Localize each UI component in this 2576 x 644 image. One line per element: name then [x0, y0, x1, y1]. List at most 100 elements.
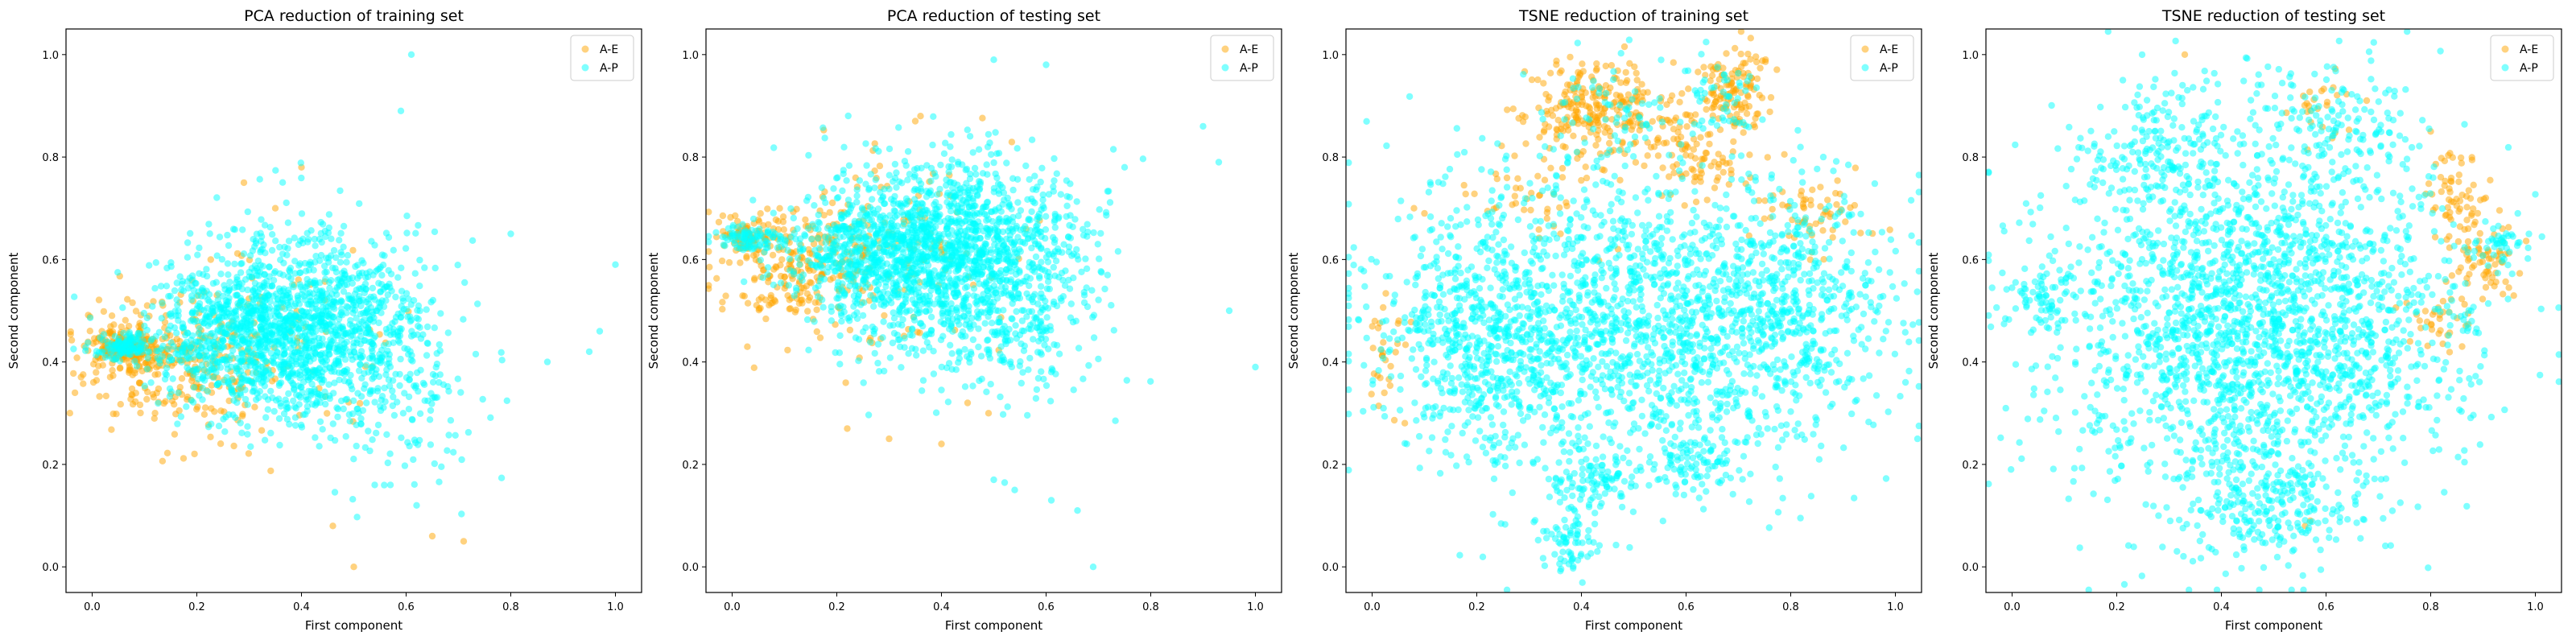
- data-point: [962, 321, 969, 328]
- data-point: [185, 366, 192, 374]
- data-point: [365, 330, 373, 337]
- data-point: [860, 328, 867, 336]
- data-point: [914, 200, 922, 208]
- data-point: [409, 357, 416, 365]
- data-point: [377, 288, 384, 295]
- data-point: [995, 204, 1003, 212]
- data-point: [881, 312, 888, 320]
- data-point: [327, 252, 335, 259]
- data-point: [948, 156, 956, 163]
- data-point: [497, 349, 505, 356]
- data-point: [926, 231, 933, 238]
- data-point: [923, 162, 931, 169]
- data-point: [827, 276, 834, 283]
- data-point: [850, 275, 857, 283]
- data-point: [894, 332, 902, 339]
- data-point: [140, 309, 148, 317]
- x-tick-label: 0.0: [84, 601, 101, 613]
- data-point: [943, 225, 951, 232]
- data-point: [436, 347, 444, 354]
- data-point: [743, 229, 750, 236]
- data-point: [327, 365, 334, 372]
- data-point: [261, 270, 268, 279]
- data-point: [413, 314, 420, 322]
- data-point: [879, 334, 886, 341]
- data-point: [157, 283, 165, 290]
- data-point: [993, 258, 1001, 265]
- data-point: [228, 352, 235, 359]
- data-point: [1063, 202, 1071, 209]
- data-point: [867, 291, 874, 299]
- data-point: [389, 377, 397, 384]
- data-point: [906, 241, 913, 249]
- data-point: [222, 357, 229, 365]
- data-point: [359, 296, 367, 304]
- data-point: [1085, 361, 1092, 369]
- data-point: [316, 235, 324, 243]
- data-point: [756, 242, 763, 249]
- data-point: [200, 365, 208, 374]
- y-tick-label: 0.6: [42, 254, 59, 266]
- data-point: [1043, 314, 1051, 321]
- data-point: [832, 349, 839, 357]
- data-point: [353, 514, 361, 521]
- data-point: [146, 262, 153, 269]
- data-point: [926, 278, 933, 285]
- data-point: [318, 299, 326, 306]
- data-point: [1108, 302, 1115, 309]
- data-point: [369, 375, 376, 382]
- data-point: [984, 233, 992, 241]
- data-point: [811, 246, 819, 254]
- data-point: [132, 308, 140, 315]
- data-point: [151, 285, 159, 292]
- data-point: [1067, 300, 1075, 308]
- data-point: [403, 306, 411, 313]
- data-point: [269, 331, 276, 338]
- data-point: [151, 415, 158, 422]
- data-point: [263, 277, 270, 285]
- data-point: [802, 216, 809, 224]
- y-tick-label: 0.8: [42, 152, 59, 164]
- data-point: [271, 204, 279, 212]
- data-point: [452, 431, 459, 439]
- data-point: [937, 161, 944, 169]
- data-point: [290, 381, 297, 389]
- data-point: [164, 345, 171, 353]
- data-point: [298, 384, 305, 391]
- data-point: [244, 208, 251, 216]
- data-point: [1018, 340, 1025, 348]
- data-point: [381, 481, 388, 489]
- data-point: [311, 235, 318, 243]
- data-point: [833, 195, 841, 202]
- data-point: [983, 217, 990, 225]
- data-point: [1001, 479, 1009, 486]
- data-point: [1038, 290, 1045, 297]
- data-point: [343, 395, 351, 402]
- data-point: [89, 378, 97, 386]
- data-point: [279, 341, 287, 349]
- data-point: [1075, 256, 1082, 263]
- data-point: [976, 377, 983, 385]
- data-point: [307, 293, 314, 300]
- data-point: [261, 221, 269, 229]
- data-point: [312, 253, 320, 260]
- data-point: [363, 270, 370, 277]
- data-point: [813, 306, 820, 313]
- data-point: [176, 383, 184, 391]
- data-point: [436, 341, 443, 349]
- data-point: [906, 284, 913, 291]
- data-point: [250, 320, 258, 328]
- data-point: [1038, 258, 1045, 266]
- data-point: [369, 284, 377, 292]
- data-point: [381, 384, 388, 392]
- data-point: [765, 279, 772, 286]
- data-point: [369, 311, 376, 319]
- data-point: [180, 324, 188, 331]
- data-point: [254, 257, 262, 265]
- data-point: [1006, 360, 1014, 368]
- data-point: [959, 328, 967, 336]
- data-point: [818, 184, 825, 192]
- data-point: [349, 246, 357, 254]
- data-point: [543, 358, 551, 365]
- data-point: [251, 243, 258, 250]
